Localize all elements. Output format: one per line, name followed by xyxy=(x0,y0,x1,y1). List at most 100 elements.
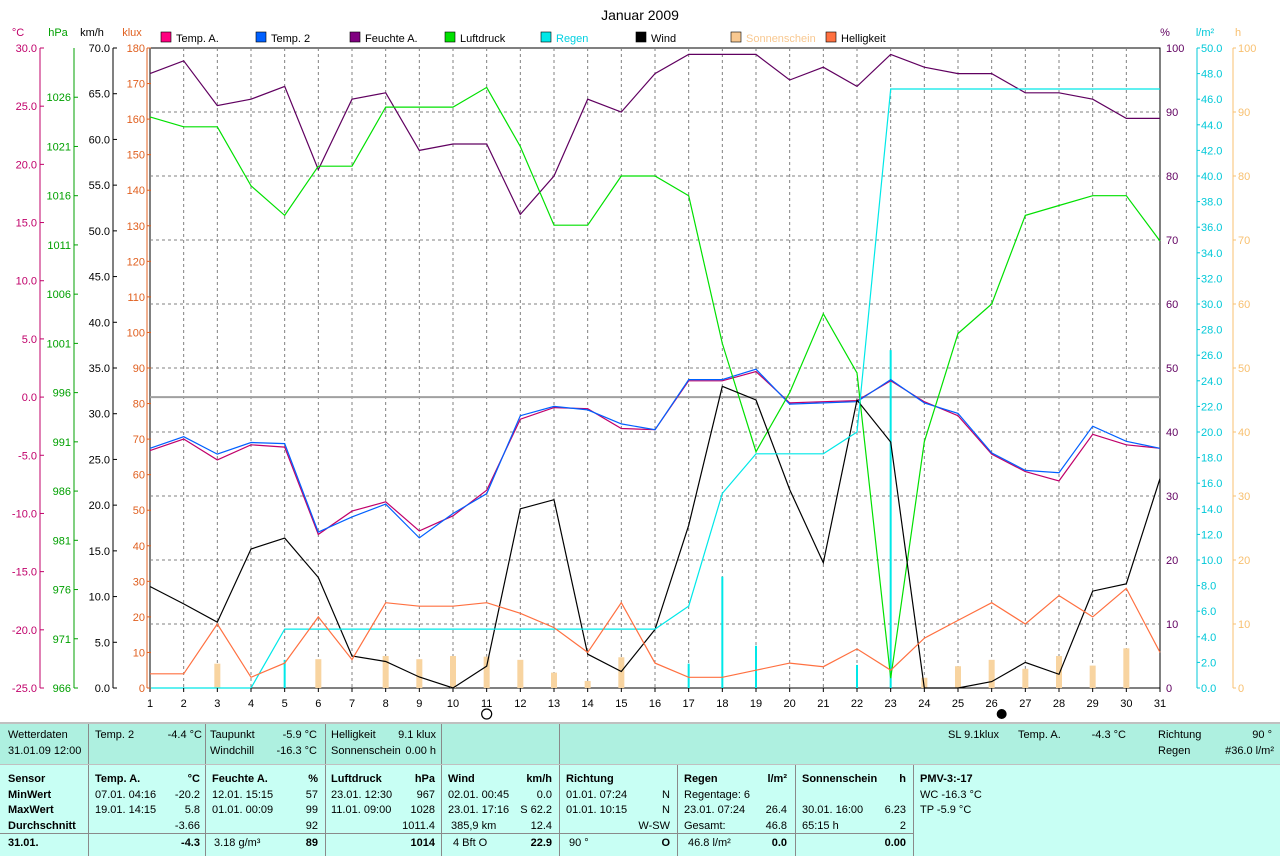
feuchte-max-time: 01.01. 00:09 xyxy=(212,804,274,816)
pressure-tick-label: 966 xyxy=(53,683,71,695)
wind-max-time: 23.01. 17:16 xyxy=(448,804,510,816)
rain-tick-label: 46.0 xyxy=(1201,94,1222,106)
tempa-min-time: 07.01. 04:16 xyxy=(95,789,157,801)
rain-axis-unit: l/m² xyxy=(1196,27,1215,39)
current-status-bar: Wetterdaten 31.01.09 12:00 Temp. 2 -4.4 … xyxy=(0,724,1280,764)
regen-max-value: 26.4 xyxy=(765,804,787,816)
pressure-tick-label: 986 xyxy=(53,486,71,498)
wind-tick-label: 40.0 xyxy=(89,317,110,329)
rain-tick-label: 10.0 xyxy=(1201,555,1222,567)
richtung-min-value: N xyxy=(662,789,670,801)
humidity-tick-label: 90 xyxy=(1166,107,1178,119)
sun-tick-label: 60 xyxy=(1238,299,1250,311)
legend-swatch xyxy=(255,31,267,43)
light-tick-label: 30 xyxy=(133,576,145,588)
new-moon-icon xyxy=(996,709,1007,719)
x-tick-label: 3 xyxy=(214,698,220,710)
wind-tick-label: 55.0 xyxy=(89,180,110,192)
light-tick-label: 50 xyxy=(133,505,145,517)
wind-tick-label: 20.0 xyxy=(89,500,110,512)
feuchte-unit: % xyxy=(308,773,318,785)
sonnenschein-label: Sonnenschein xyxy=(331,745,401,757)
temp-tick-label: -10.0 xyxy=(12,508,37,520)
series-line-regen xyxy=(150,88,1160,689)
rain-tick-label: 34.0 xyxy=(1201,248,1222,260)
richtung-day-deg: 90 ° xyxy=(569,837,589,849)
light-tick-label: 40 xyxy=(133,541,145,553)
sonne-day-value: 0.00 xyxy=(884,837,906,849)
sun-tick-label: 10 xyxy=(1238,619,1250,631)
rain-tick-label: 36.0 xyxy=(1201,222,1222,234)
sunshine-bar xyxy=(1022,668,1029,688)
windchill-value: -16.3 °C xyxy=(276,745,317,757)
humidity-tick-label: 70 xyxy=(1166,235,1178,247)
legend-swatch xyxy=(349,31,361,43)
sun-tick-label: 70 xyxy=(1238,235,1250,247)
sun-tick-label: 80 xyxy=(1238,171,1250,183)
wind-tick-label: 15.0 xyxy=(89,546,110,558)
feuchte-max-value: 99 xyxy=(305,804,318,816)
chart-title: Januar 2009 xyxy=(601,7,679,23)
legend-label: Helligkeit xyxy=(841,33,886,45)
wind-header: Wind xyxy=(448,773,475,785)
feuchte-min-time: 12.01. 15:15 xyxy=(212,789,274,801)
legend-swatch xyxy=(540,31,552,43)
humidity-tick-label: 20 xyxy=(1166,555,1178,567)
statistics-table: Sensor MinWert MaxWert Durchschnitt 31.0… xyxy=(0,765,1280,856)
x-tick-label: 29 xyxy=(1087,698,1099,710)
rain-tick-label: 38.0 xyxy=(1201,197,1222,209)
rain-tick-label: 18.0 xyxy=(1201,453,1222,465)
wind-max-value: S 62.2 xyxy=(520,804,552,816)
rain-tick-label: 12.0 xyxy=(1201,529,1222,541)
richtung-max-value: N xyxy=(662,804,670,816)
sunshine-bar xyxy=(1123,648,1130,688)
sonne-header: Sonnenschein xyxy=(802,773,878,785)
legend-label: Temp. 2 xyxy=(271,33,310,45)
pmv-header: PMV-3:-17 xyxy=(920,773,973,785)
sunshine-bar xyxy=(1056,656,1062,688)
regen-gesamt-label: Gesamt: xyxy=(684,820,726,832)
regen-value: #36.0 l/m² xyxy=(1225,745,1274,757)
regen-day-total: 46.8 l/m² xyxy=(688,837,731,849)
tempa-max-value: 5.8 xyxy=(184,804,200,816)
pressure-tick-label: 1016 xyxy=(47,191,71,203)
druck-avg-value: 1011.4 xyxy=(402,820,435,832)
light-tick-label: 80 xyxy=(133,399,145,411)
pressure-tick-label: 981 xyxy=(53,535,71,547)
temp-tick-label: -25.0 xyxy=(12,683,37,695)
rain-tick-label: 2.0 xyxy=(1201,657,1216,669)
pressure-tick-label: 1006 xyxy=(47,289,71,301)
temp-tick-label: 15.0 xyxy=(16,218,37,230)
regen-gesamt-value: 46.8 xyxy=(765,820,787,832)
wetterdaten-label: Wetterdaten xyxy=(8,729,68,741)
temp-tick-label: 5.0 xyxy=(22,334,37,346)
pressure-tick-label: 976 xyxy=(53,585,71,597)
sonne-avg-value: 2 xyxy=(899,820,906,832)
regen-label: Regen xyxy=(1158,745,1191,757)
regen-unit: l/m² xyxy=(767,773,787,785)
regen-header: Regen xyxy=(684,773,718,785)
temp2-label: Temp. 2 xyxy=(95,729,135,741)
sunshine-bar xyxy=(517,659,524,688)
temp-tick-label: 0.0 xyxy=(22,392,37,404)
pressure-axis-unit: hPa xyxy=(48,27,68,39)
light-tick-label: 70 xyxy=(133,434,145,446)
wind-distance: 385,9 km xyxy=(451,820,497,832)
rain-tick-label: 44.0 xyxy=(1201,120,1222,132)
feuchte-header: Feuchte A. xyxy=(212,773,268,785)
sunshine-bar xyxy=(618,657,625,688)
wind-tick-label: 60.0 xyxy=(89,134,110,146)
feuchte-min-value: 57 xyxy=(305,789,318,801)
row-label-day: 31.01. xyxy=(8,837,39,849)
pressure-tick-label: 1001 xyxy=(47,338,71,350)
rain-tick-label: 48.0 xyxy=(1201,69,1222,81)
temp-tick-label: -5.0 xyxy=(18,450,37,462)
windchill-label: Windchill xyxy=(210,745,255,757)
light-tick-label: 180 xyxy=(127,43,145,55)
sunshine-bar xyxy=(921,677,928,688)
rain-tick-label: 8.0 xyxy=(1201,581,1216,593)
wind-unit: km/h xyxy=(526,773,552,785)
pressure-tick-label: 971 xyxy=(53,634,71,646)
sun-tick-label: 40 xyxy=(1238,427,1250,439)
light-tick-label: 10 xyxy=(133,647,145,659)
